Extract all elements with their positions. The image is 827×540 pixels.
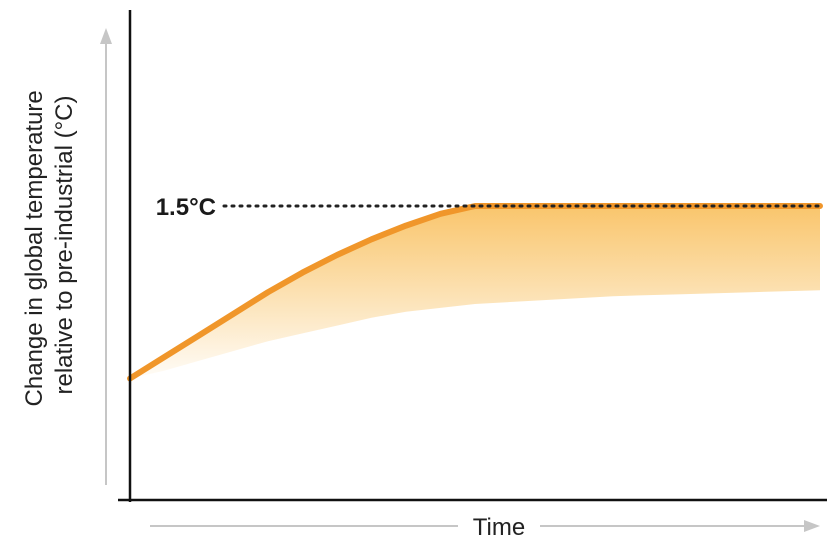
y-axis-title: Change in global temperature relative to… bbox=[21, 84, 78, 407]
uncertainty-band bbox=[130, 206, 820, 379]
x-axis-title: Time bbox=[473, 514, 525, 540]
y-guide-arrow bbox=[100, 28, 112, 485]
y-axis-title-line-1: Change in global temperature bbox=[21, 90, 48, 406]
y-axis-title-line-2: relative to pre-industrial (°C) bbox=[51, 95, 78, 394]
x-guide-arrow bbox=[150, 520, 820, 532]
reference-label: 1.5°C bbox=[156, 194, 216, 221]
